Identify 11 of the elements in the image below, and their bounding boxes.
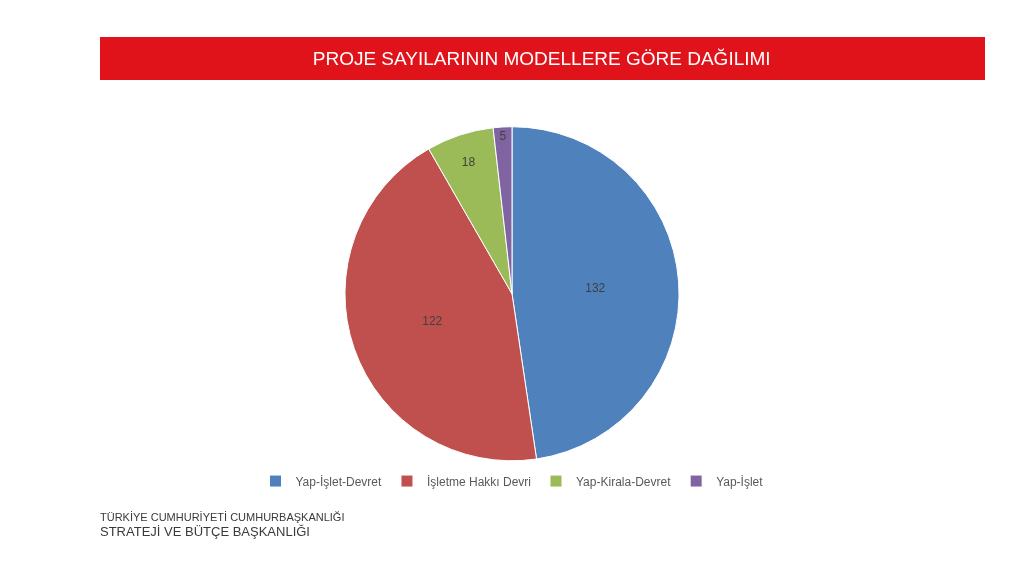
legend-label: Yap-İşlet (716, 474, 764, 489)
text: TÜRKİYE CUMHURİYETİ CUMHURBAŞKANLIĞI (100, 511, 345, 523)
data-label: 132 (585, 280, 606, 295)
legend-label: Yap-Kirala-Devret (576, 474, 672, 489)
data-label: 122 (422, 314, 443, 329)
text: STRATEJİ VE BÜTÇE BAŞKANLIĞI (100, 524, 310, 539)
legend-label: Yap-İşlet-Devret (295, 474, 382, 489)
legend-label: İşletme Hakkı Devri (426, 474, 531, 489)
chart-title: PROJE SAYILARININ MODELLERE GÖRE DAĞILIMI (312, 48, 771, 70)
data-label: 18 (461, 154, 476, 169)
data-label: 5 (499, 128, 507, 143)
